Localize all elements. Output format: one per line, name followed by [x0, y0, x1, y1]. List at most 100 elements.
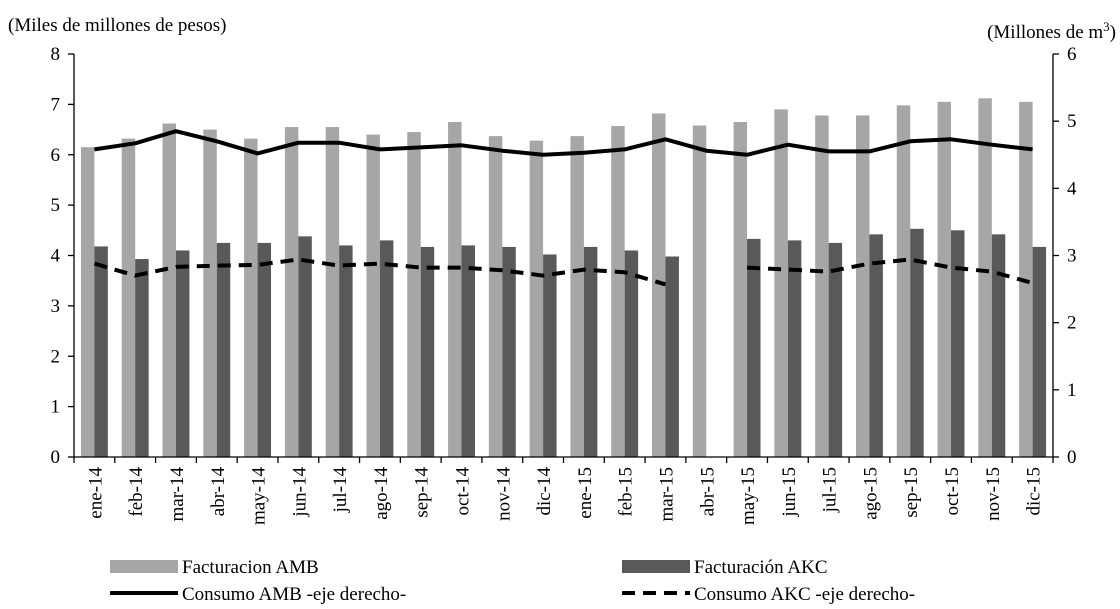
legend-label: Facturación AKC: [694, 557, 828, 578]
category-label: nov-14: [493, 467, 514, 521]
bar-facturacion-akc: [175, 250, 190, 457]
category-label: abr-15: [697, 467, 718, 516]
bar-facturacion-amb: [692, 125, 707, 457]
bar-facturacion-akc: [502, 246, 516, 457]
bar-facturacion-amb: [733, 122, 748, 457]
bar-facturacion-akc: [910, 228, 924, 457]
category-label: oct-14: [453, 467, 474, 516]
right-tick-label: 4: [1067, 178, 1077, 199]
bar-facturacion-amb: [529, 140, 544, 457]
bar-facturacion-amb: [203, 129, 217, 457]
bar-facturacion-akc: [135, 259, 149, 457]
bar-facturacion-amb: [162, 123, 176, 457]
bar-facturacion-akc: [665, 256, 679, 457]
category-label: mar-14: [167, 467, 188, 522]
left-tick-label: 2: [51, 346, 61, 367]
bar-facturacion-akc: [216, 242, 231, 457]
bar-facturacion-amb: [855, 115, 870, 458]
line-consumo-akc: [747, 257, 1034, 285]
bar-facturacion-amb: [80, 147, 95, 457]
bar-facturacion-amb: [611, 126, 625, 457]
bar-facturacion-amb: [570, 136, 584, 457]
right-tick-label: 5: [1067, 111, 1077, 132]
bar-facturacion-akc: [787, 240, 802, 457]
bar-facturacion-amb: [774, 109, 788, 457]
category-label: may-15: [738, 467, 759, 525]
left-axis-unit-label: (Miles de millones de pesos): [8, 15, 226, 36]
bar-facturacion-akc: [991, 234, 1006, 457]
bar-facturacion-amb: [488, 136, 503, 457]
bar-facturacion-akc: [828, 242, 843, 457]
bar-facturacion-akc: [869, 234, 883, 457]
right-tick-label: 2: [1067, 313, 1077, 334]
left-tick-label: 5: [51, 195, 61, 216]
category-label: ago-15: [860, 467, 881, 520]
left-tick-label: 4: [51, 246, 61, 267]
bar-facturacion-amb: [407, 132, 421, 458]
category-label: mar-15: [656, 467, 677, 522]
category-label: ene-15: [575, 467, 596, 519]
category-label: feb-14: [126, 467, 147, 517]
bar-facturacion-amb: [325, 127, 340, 457]
bar-facturacion-akc: [379, 240, 394, 457]
bar-facturacion-akc: [624, 250, 639, 457]
left-tick-label: 0: [51, 447, 61, 468]
category-label: dic-15: [1024, 467, 1045, 516]
right-axis-unit-sup: 3: [1103, 19, 1110, 34]
category-label: may-14: [249, 467, 270, 526]
bar-facturacion-amb: [121, 138, 136, 457]
left-tick-label: 3: [51, 296, 61, 317]
bar-facturacion-akc: [257, 242, 272, 457]
category-label: oct-15: [942, 467, 963, 516]
category-label: feb-15: [616, 467, 637, 517]
bar-facturacion-akc: [747, 238, 761, 457]
bar-facturacion-akc: [298, 236, 312, 457]
right-tick-label: 0: [1067, 447, 1077, 468]
bar-facturacion-amb: [448, 122, 462, 457]
bar-facturacion-amb: [978, 98, 992, 457]
bar-facturacion-amb: [896, 105, 911, 457]
right-axis-unit-end: ): [1110, 22, 1116, 43]
category-label: jun-14: [289, 467, 310, 518]
category-label: jul-15: [820, 467, 841, 513]
category-label: sep-14: [412, 467, 433, 518]
left-tick-label: 6: [51, 145, 61, 166]
right-axis-unit-label: (Millones de m3): [987, 19, 1116, 43]
left-tick-label: 8: [51, 44, 61, 65]
left-tick-label: 7: [51, 94, 61, 115]
category-label: ene-14: [85, 467, 106, 519]
right-tick-label: 6: [1067, 44, 1077, 65]
bar-facturacion-akc: [583, 246, 598, 457]
bar-facturacion-akc: [951, 230, 965, 457]
right-tick-label: 3: [1067, 246, 1077, 267]
bar-facturacion-amb: [815, 115, 829, 458]
right-axis-unit-main: (Millones de m: [987, 22, 1103, 43]
legend-label: Consumo AKC -eje derecho-: [694, 584, 915, 605]
bar-facturacion-akc: [420, 246, 435, 457]
bar-facturacion-akc: [1032, 246, 1047, 457]
bar-facturacion-akc: [94, 246, 108, 457]
bar-facturacion-amb: [284, 127, 299, 457]
legend-label: Facturacion AMB: [182, 557, 319, 578]
category-label: jul-14: [330, 467, 351, 514]
category-label: ago-14: [371, 467, 392, 520]
bar-facturacion-amb: [937, 101, 952, 457]
bar-facturacion-akc: [461, 245, 475, 457]
bar-facturacion-amb: [244, 138, 258, 457]
legend-label: Consumo AMB -eje derecho-: [182, 584, 406, 605]
category-label: abr-14: [208, 467, 229, 517]
line-consumo-amb: [94, 129, 1033, 157]
category-label: sep-15: [901, 467, 922, 518]
legend-key-facturacion-akc: [622, 560, 690, 573]
bar-facturacion-amb: [366, 134, 380, 457]
legend-key-facturacion-amb: [110, 560, 178, 573]
bar-facturacion-amb: [652, 113, 666, 457]
category-label: nov-15: [983, 467, 1004, 521]
right-tick-label: 1: [1067, 380, 1077, 401]
bar-facturacion-akc: [339, 245, 353, 457]
category-label: jun-15: [779, 467, 800, 518]
bar-facturacion-akc: [543, 254, 557, 457]
left-tick-label: 1: [51, 397, 61, 418]
